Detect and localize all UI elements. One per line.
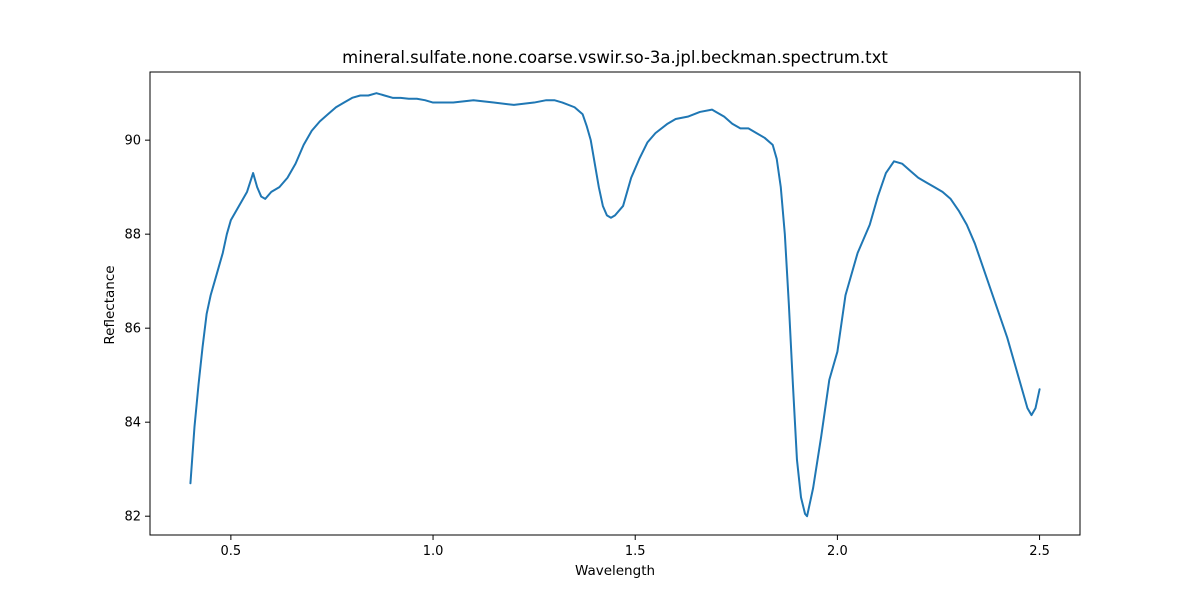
y-tick-label: 86 [124, 322, 141, 337]
y-axis-label: Reflectance [102, 265, 118, 344]
y-tick-label: 82 [124, 510, 141, 525]
series-line-0 [189, 92, 1041, 518]
x-tick-label: 2.0 [827, 544, 848, 559]
y-tick-label: 90 [124, 134, 141, 149]
chart-title: mineral.sulfate.none.coarse.vswir.so-3a.… [342, 48, 888, 67]
x-tick-label: 2.5 [1029, 544, 1050, 559]
y-tick-label: 88 [124, 228, 141, 243]
x-tick-label: 0.5 [221, 544, 242, 559]
x-axis-label: Wavelength [575, 563, 655, 579]
y-tick-label: 84 [124, 416, 141, 431]
x-tick-label: 1.5 [625, 544, 646, 559]
x-tick-label: 1.0 [423, 544, 444, 559]
plot-area: 0.5 1.0 1.5 2.0 2.5 82 84 86 88 90 [124, 71, 1081, 559]
axes-frame [149, 71, 1081, 536]
